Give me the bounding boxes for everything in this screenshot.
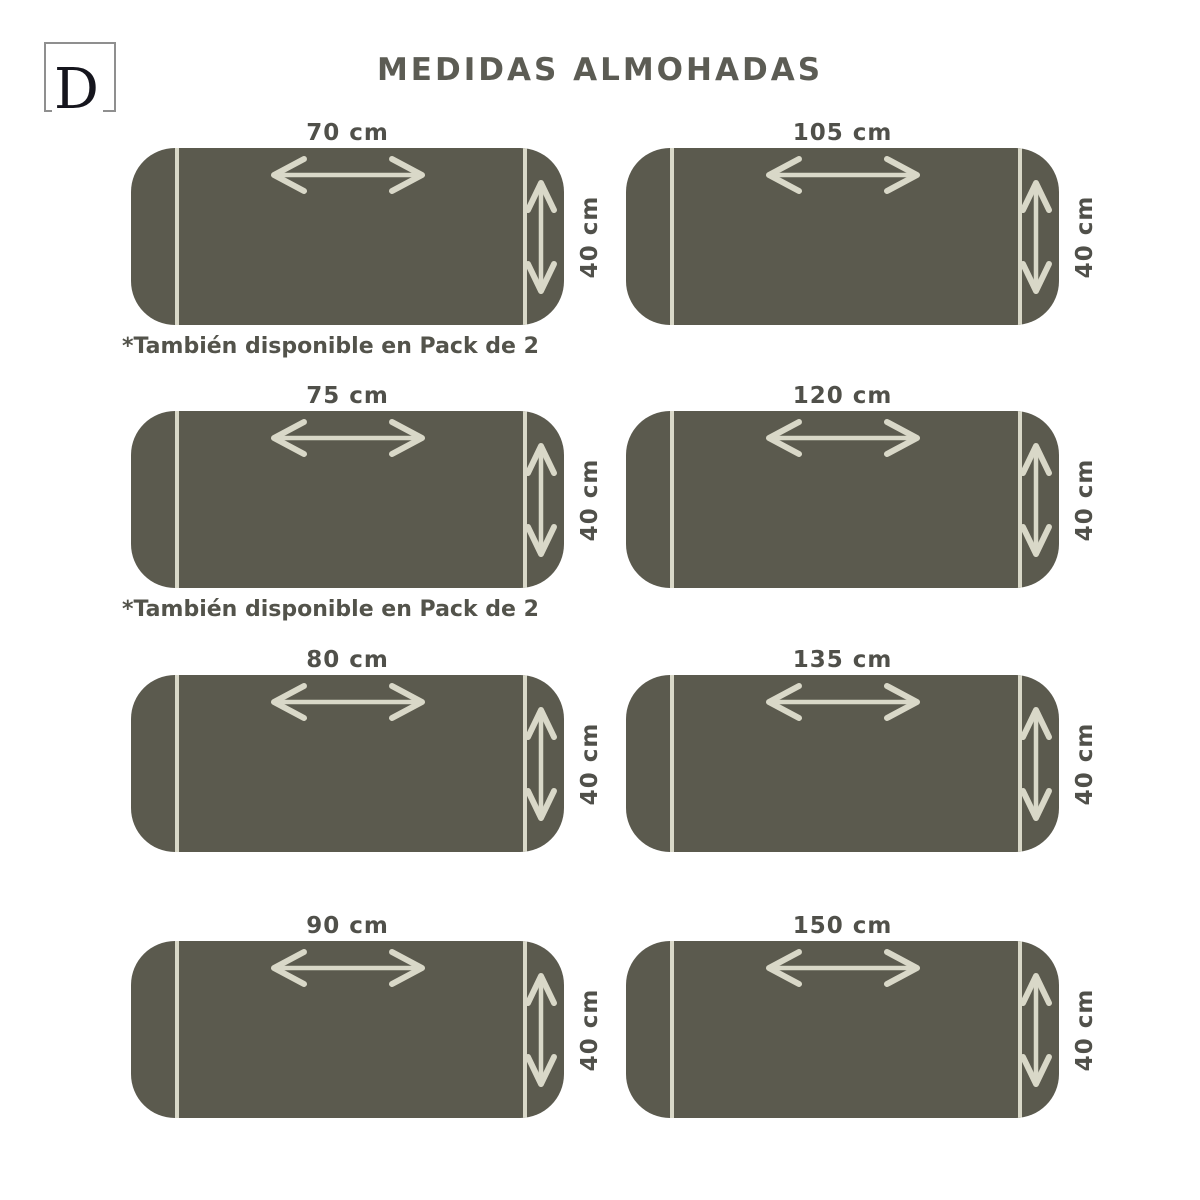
height-arrow-icon <box>525 443 557 557</box>
width-arrow-icon <box>270 156 425 194</box>
pillow-cell-150: 150 cm 40 cm <box>626 913 1098 1118</box>
pillow-cell-120: 120 cm 40 cm <box>626 383 1098 588</box>
page-title: MEDIDAS ALMOHADAS <box>376 52 824 88</box>
height-arrow-icon <box>1020 707 1052 821</box>
height-label: 40 cm <box>577 458 603 542</box>
width-arrow-icon <box>765 156 920 194</box>
seam-line-left-icon <box>175 941 179 1118</box>
width-label: 80 cm <box>306 647 389 673</box>
width-label: 150 cm <box>792 913 893 939</box>
pillow-shape <box>626 941 1059 1118</box>
width-label: 90 cm <box>306 913 389 939</box>
height-arrow-icon <box>525 973 557 1087</box>
height-arrow-icon <box>525 707 557 821</box>
pillow-shape <box>131 941 564 1118</box>
seam-line-right-icon <box>1018 675 1022 852</box>
height-label: 40 cm <box>577 195 603 279</box>
brand-logo-letter: D <box>52 62 103 120</box>
seam-line-right-icon <box>1018 411 1022 588</box>
seam-line-right-icon <box>523 411 527 588</box>
pack-note: *También disponible en Pack de 2 <box>122 334 539 359</box>
pillow-cell-75: 75 cm 40 cm *También disponible en Pack … <box>122 383 603 622</box>
height-arrow-icon <box>1020 180 1052 294</box>
pillow-cell-80: 80 cm 40 cm <box>131 647 603 852</box>
height-label: 40 cm <box>577 722 603 806</box>
seam-line-left-icon <box>175 411 179 588</box>
seam-line-right-icon <box>1018 941 1022 1118</box>
pillow-shape <box>131 411 564 588</box>
pillow-cell-90: 90 cm 40 cm <box>131 913 603 1118</box>
pack-note: *También disponible en Pack de 2 <box>122 597 539 622</box>
width-label: 70 cm <box>306 120 389 146</box>
height-label: 40 cm <box>1072 988 1098 1072</box>
seam-line-left-icon <box>670 675 674 852</box>
seam-line-right-icon <box>523 675 527 852</box>
seam-line-left-icon <box>175 148 179 325</box>
pillow-shape <box>626 148 1059 325</box>
pillow-shape <box>626 411 1059 588</box>
height-label: 40 cm <box>1072 722 1098 806</box>
pillow-shape <box>131 675 564 852</box>
width-arrow-icon <box>270 949 425 987</box>
width-arrow-icon <box>765 419 920 457</box>
width-label: 75 cm <box>306 383 389 409</box>
seam-line-left-icon <box>670 411 674 588</box>
pillow-cell-70: 70 cm 40 cm *También disponible en Pack … <box>122 120 603 359</box>
height-label: 40 cm <box>1072 195 1098 279</box>
pillow-cell-135: 135 cm 40 cm <box>626 647 1098 852</box>
width-label: 105 cm <box>792 120 893 146</box>
pillow-shape <box>626 675 1059 852</box>
seam-line-right-icon <box>1018 148 1022 325</box>
width-arrow-icon <box>765 949 920 987</box>
seam-line-left-icon <box>175 675 179 852</box>
seam-line-right-icon <box>523 941 527 1118</box>
brand-logo: D <box>44 42 116 120</box>
seam-line-left-icon <box>670 148 674 325</box>
width-label: 120 cm <box>792 383 893 409</box>
height-label: 40 cm <box>1072 458 1098 542</box>
height-label: 40 cm <box>577 988 603 1072</box>
pillow-shape <box>131 148 564 325</box>
width-label: 135 cm <box>792 647 893 673</box>
pillow-cell-105: 105 cm 40 cm <box>626 120 1098 325</box>
height-arrow-icon <box>1020 973 1052 1087</box>
width-arrow-icon <box>270 419 425 457</box>
width-arrow-icon <box>765 683 920 721</box>
height-arrow-icon <box>525 180 557 294</box>
seam-line-right-icon <box>523 148 527 325</box>
height-arrow-icon <box>1020 443 1052 557</box>
width-arrow-icon <box>270 683 425 721</box>
seam-line-left-icon <box>670 941 674 1118</box>
